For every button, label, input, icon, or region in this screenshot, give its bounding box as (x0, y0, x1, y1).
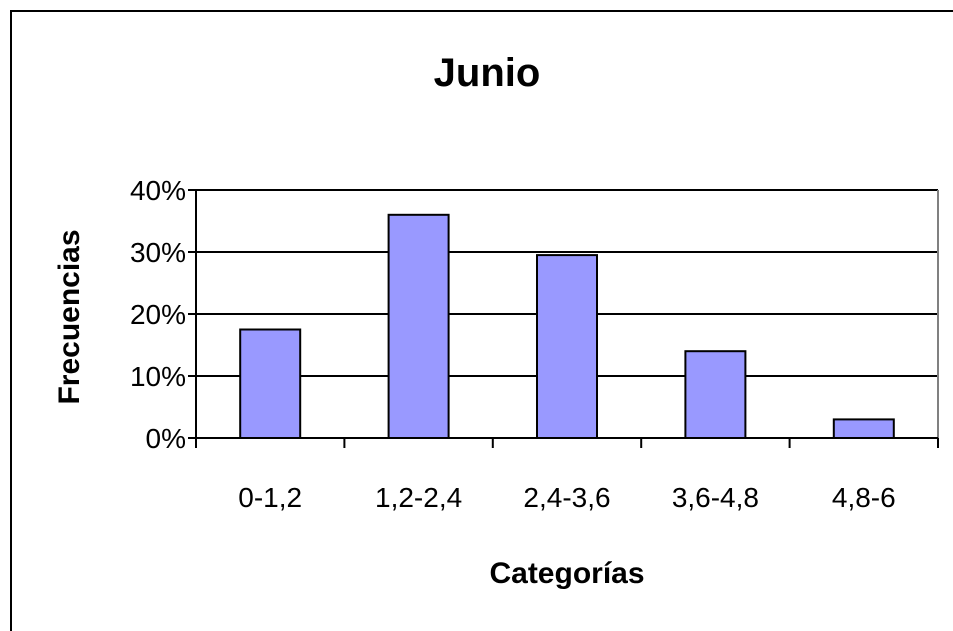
y-axis-title: Frecuencias (53, 229, 86, 404)
bar (387, 213, 450, 439)
bar (239, 328, 302, 439)
y-tick-label: 10% (130, 361, 186, 392)
bar (536, 254, 598, 439)
chart-title: Junio (434, 51, 541, 95)
y-tick-label: 40% (130, 175, 186, 206)
chart-frame (10, 10, 953, 631)
tick-labels: 0% 10% 20% 30% 40% 0-1,2 1,2-2,4 2,4-3,6 3,6-4,8… (130, 175, 896, 513)
x-axis-title: Categorías (489, 557, 644, 590)
bars (239, 213, 895, 440)
x-tick-label: 1,2-2,4 (375, 482, 462, 513)
bar (684, 350, 747, 440)
x-tick-label: 4,8-6 (832, 482, 896, 513)
y-tick-label: 0% (146, 423, 186, 454)
axes (188, 189, 939, 448)
x-tick-label: 3,6-4,8 (672, 482, 759, 513)
x-tick-label: 2,4-3,6 (523, 482, 610, 513)
y-tick-label: 30% (130, 237, 186, 268)
bar (832, 418, 895, 439)
x-tick-label: 0-1,2 (238, 482, 302, 513)
y-tick-label: 20% (130, 299, 186, 330)
